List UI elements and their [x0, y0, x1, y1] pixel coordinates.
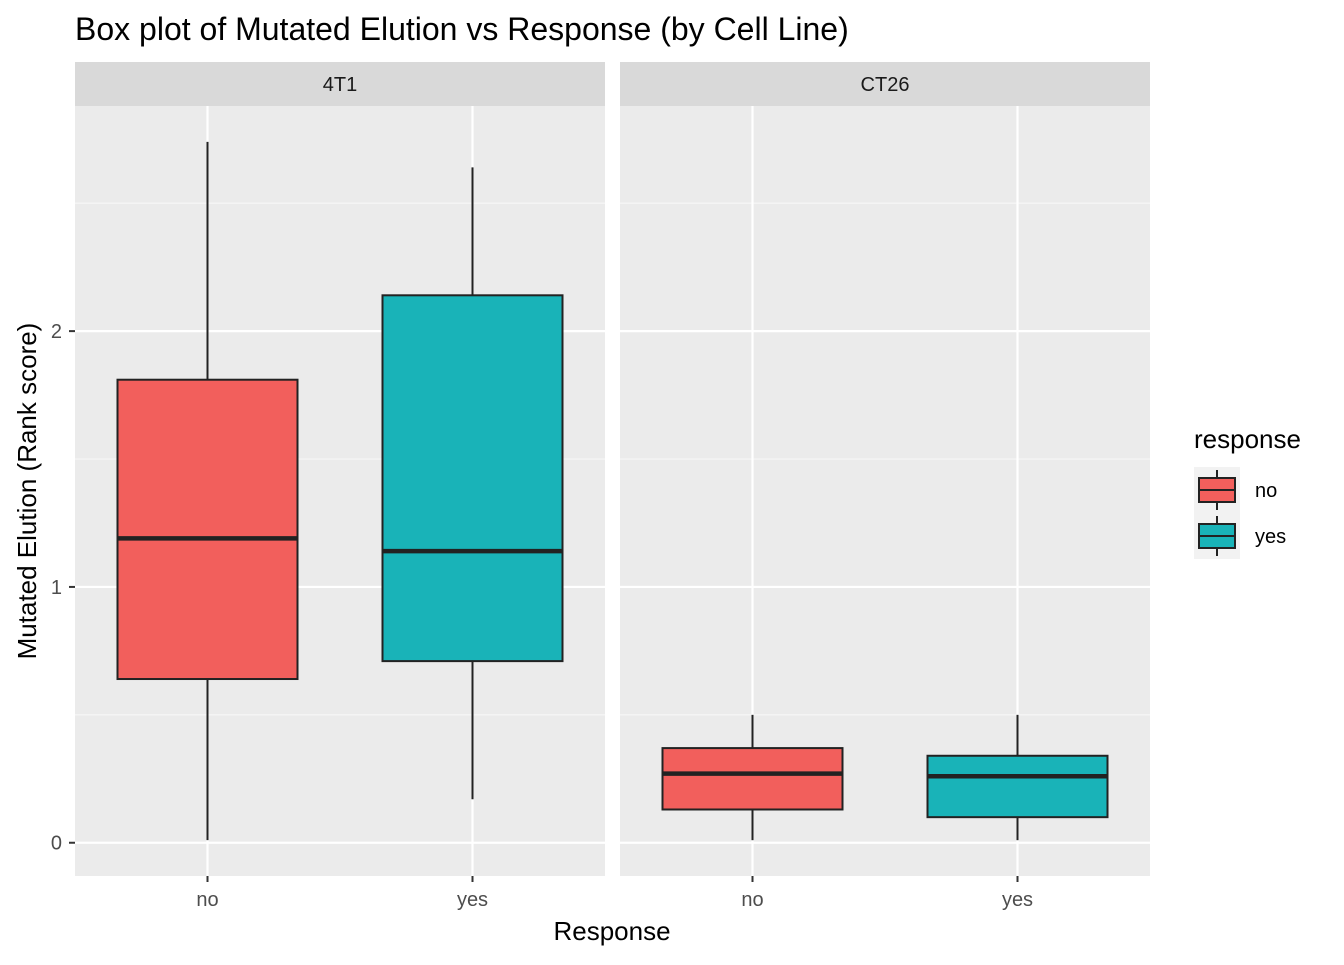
y-axis: 0 1 2 [51, 321, 75, 855]
y-axis-label: Mutated Elution (Rank score) [12, 323, 42, 660]
box-iqr [381, 294, 564, 663]
x-axis-label: Response [553, 916, 670, 946]
facet-panel-4t1: 4T1 no yes [75, 62, 605, 911]
legend-label: yes [1255, 526, 1286, 548]
facet-strip-label: 4T1 [323, 74, 357, 96]
x-tick-label: yes [1002, 889, 1033, 911]
box-4t1-yes [381, 167, 564, 800]
y-tick-label: 0 [51, 833, 62, 855]
y-tick-label: 1 [51, 577, 62, 599]
x-tick-label: no [741, 889, 763, 911]
box-iqr [116, 378, 299, 681]
x-tick-label: yes [457, 889, 488, 911]
legend-label: no [1255, 480, 1277, 502]
legend-item-yes: yes [1194, 513, 1286, 559]
box-ct26-no [661, 714, 844, 841]
panels: 4T1 no yes CT26 no yes [75, 62, 1150, 911]
box-ct26-yes [926, 714, 1109, 841]
legend-title: response [1194, 424, 1301, 454]
box-iqr [661, 747, 844, 811]
chart-title: Box plot of Mutated Elution vs Response … [75, 11, 849, 47]
box-4t1-no [116, 141, 299, 841]
box-iqr [926, 754, 1109, 819]
y-tick-label: 2 [51, 321, 62, 343]
x-tick-label: no [196, 889, 218, 911]
facet-strip [620, 62, 1150, 106]
legend: response no yes [1194, 424, 1301, 559]
facet-strip [75, 62, 605, 106]
legend-item-no: no [1194, 467, 1277, 513]
facet-panel-ct26: CT26 no yes [620, 62, 1150, 911]
facet-strip-label: CT26 [861, 74, 910, 96]
